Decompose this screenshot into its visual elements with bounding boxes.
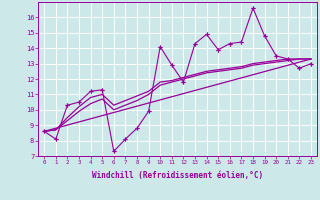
X-axis label: Windchill (Refroidissement éolien,°C): Windchill (Refroidissement éolien,°C) [92, 171, 263, 180]
